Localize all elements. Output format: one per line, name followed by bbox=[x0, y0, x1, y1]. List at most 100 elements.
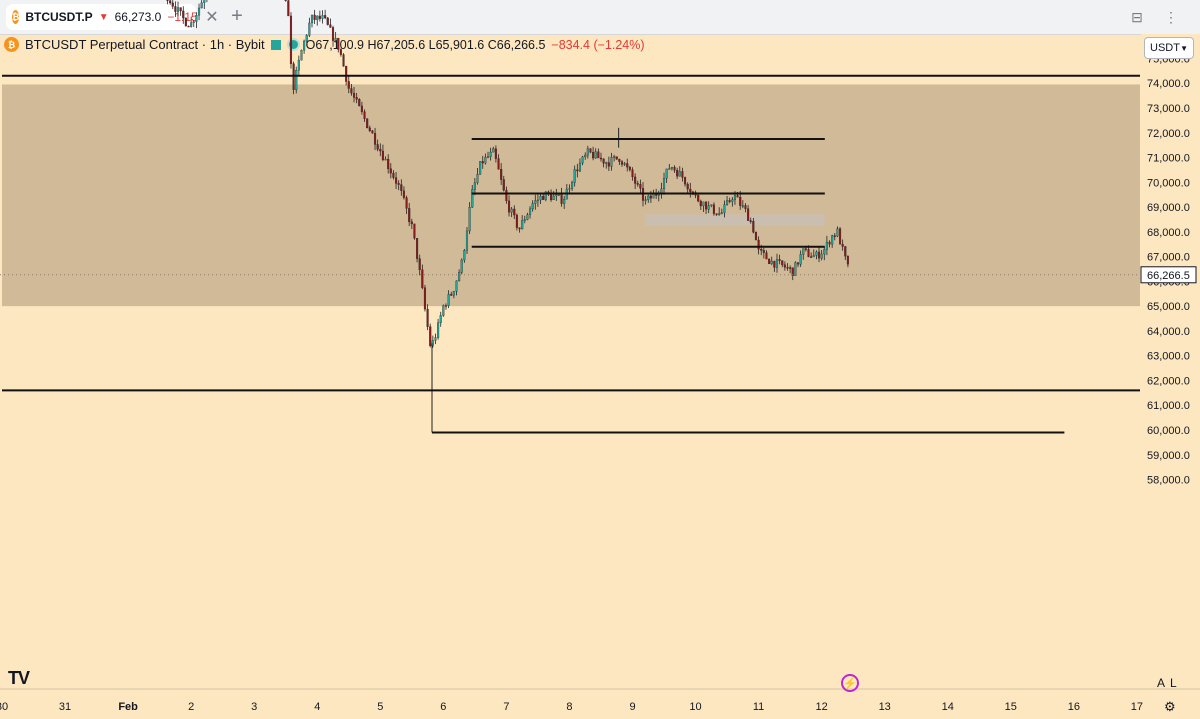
candle-body bbox=[754, 232, 758, 241]
time-tick-label: 5 bbox=[377, 701, 383, 713]
candle bbox=[610, 152, 613, 171]
candle-body bbox=[197, 7, 201, 16]
candle bbox=[844, 246, 847, 261]
candle-body bbox=[368, 127, 371, 131]
candle bbox=[526, 212, 529, 221]
candle-body bbox=[329, 24, 332, 28]
tab-change: −1.15% bbox=[167, 10, 196, 24]
candle-body bbox=[531, 203, 534, 210]
time-tick-label: 8 bbox=[566, 701, 572, 713]
candle-body bbox=[552, 195, 555, 201]
candle bbox=[360, 101, 363, 115]
candle-body bbox=[505, 189, 508, 202]
layout-icon[interactable]: ⊟ bbox=[1131, 8, 1143, 25]
candle bbox=[429, 323, 432, 348]
candle bbox=[723, 200, 726, 218]
auto-scale-button[interactable]: A bbox=[1157, 676, 1166, 690]
candle-body bbox=[757, 239, 760, 250]
candle bbox=[337, 37, 340, 53]
candle bbox=[665, 168, 668, 183]
candle-body bbox=[410, 221, 413, 225]
candle-body bbox=[473, 182, 476, 190]
candle bbox=[825, 235, 828, 256]
candle bbox=[802, 248, 805, 260]
candle bbox=[174, 1, 177, 17]
legend-title[interactable]: BTCUSDT Perpetual Contract · 1h · Bybit bbox=[25, 37, 265, 52]
flag-icon[interactable] bbox=[270, 39, 281, 50]
candle-body bbox=[581, 156, 584, 164]
price-tick-label: 63,000.0 bbox=[1147, 351, 1190, 363]
candle-body bbox=[486, 156, 490, 158]
candle bbox=[355, 92, 358, 104]
candle bbox=[342, 53, 345, 67]
candle bbox=[368, 125, 371, 133]
candle-body bbox=[807, 249, 810, 257]
candle bbox=[431, 335, 434, 348]
tradingview-logo[interactable]: TV bbox=[8, 668, 30, 688]
candle bbox=[473, 178, 476, 196]
candle-body bbox=[607, 162, 610, 167]
candle-body bbox=[820, 253, 823, 259]
candle bbox=[305, 34, 308, 46]
candle-body bbox=[471, 189, 474, 208]
candle-body bbox=[539, 196, 542, 201]
gear-icon[interactable]: ⚙ bbox=[1164, 699, 1176, 714]
candle bbox=[476, 168, 479, 185]
candle-body bbox=[707, 205, 710, 210]
candle-body bbox=[166, 0, 169, 1]
candle bbox=[539, 193, 542, 205]
price-tick-label: 65,000.0 bbox=[1147, 301, 1190, 313]
candle bbox=[313, 9, 316, 24]
candle bbox=[358, 98, 361, 107]
candle-body bbox=[492, 148, 495, 153]
candle bbox=[486, 151, 490, 159]
candle-body bbox=[644, 199, 647, 201]
candle bbox=[347, 76, 350, 94]
candle-body bbox=[702, 201, 705, 207]
currency-selector[interactable]: USDT ▼ bbox=[1144, 37, 1194, 59]
candle bbox=[768, 258, 771, 265]
candle-body bbox=[773, 260, 776, 268]
candle-body bbox=[673, 167, 676, 171]
tab-btcusdt[interactable]: ₿ BTCUSDT.P ▼ 66,273.0 −1.15% bbox=[6, 4, 196, 30]
candle-body bbox=[324, 15, 327, 19]
candle bbox=[720, 208, 723, 215]
candle bbox=[686, 182, 689, 194]
candle-body bbox=[402, 190, 405, 198]
candle bbox=[289, 12, 293, 69]
more-icon[interactable]: ⋮ bbox=[1164, 8, 1178, 25]
candle bbox=[182, 6, 185, 24]
candle bbox=[628, 165, 631, 172]
close-tab-icon[interactable]: ✕ bbox=[205, 9, 219, 26]
candle-body bbox=[450, 294, 453, 296]
candle-body bbox=[783, 264, 786, 268]
candle-body bbox=[838, 228, 842, 245]
candle-body bbox=[534, 200, 537, 204]
candle-body bbox=[823, 249, 826, 255]
candle-body bbox=[526, 214, 529, 220]
candle-body bbox=[400, 184, 403, 191]
candle-body bbox=[762, 250, 765, 253]
candle-body bbox=[634, 176, 637, 184]
candle-body bbox=[192, 21, 195, 23]
log-scale-button[interactable]: L bbox=[1170, 676, 1177, 690]
candle bbox=[607, 156, 610, 172]
flash-icon[interactable]: ⚡ bbox=[841, 674, 859, 692]
candle-body bbox=[442, 305, 445, 316]
candle-body bbox=[515, 214, 518, 228]
currency-label: USDT bbox=[1150, 42, 1180, 54]
candle-body bbox=[458, 272, 461, 282]
candle bbox=[817, 246, 821, 263]
candle bbox=[513, 205, 516, 220]
candle-body bbox=[592, 152, 595, 159]
candle bbox=[497, 154, 500, 170]
candle-body bbox=[825, 241, 828, 250]
time-tick-label: 15 bbox=[1005, 701, 1017, 713]
candle-body bbox=[731, 199, 734, 202]
price-tick-label: 64,000.0 bbox=[1147, 326, 1190, 338]
candle bbox=[773, 260, 776, 272]
price-tick-label: 59,000.0 bbox=[1147, 450, 1190, 462]
candle bbox=[363, 109, 366, 122]
add-tab-icon[interactable]: + bbox=[231, 4, 243, 27]
